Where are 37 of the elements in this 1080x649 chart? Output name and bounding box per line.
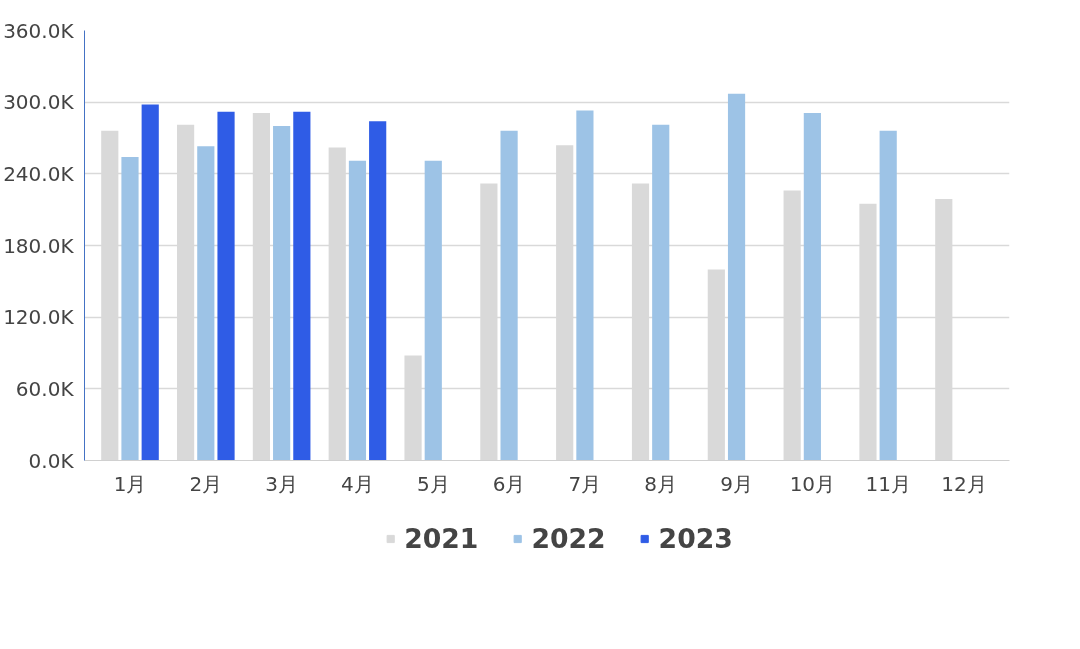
- y-tick-label: 60.0K: [15, 376, 75, 401]
- bar: [369, 121, 387, 461]
- bar: [803, 112, 821, 461]
- x-tick-label: 3月: [265, 471, 298, 496]
- bar: [348, 160, 367, 461]
- bar: [727, 93, 746, 461]
- y-tick-label: 0.0K: [28, 448, 75, 473]
- legend-label: 2023: [658, 522, 733, 554]
- bar: [879, 130, 897, 461]
- bar: [293, 111, 311, 461]
- legend-label: 2021: [404, 522, 479, 554]
- x-tick-label: 6月: [492, 471, 526, 496]
- bar: [424, 160, 442, 461]
- x-tick-label: 4月: [341, 471, 374, 496]
- bar: [652, 124, 670, 461]
- bar: [217, 111, 235, 461]
- x-tick-label: 1月: [113, 471, 147, 496]
- x-tick-label: 5月: [416, 471, 450, 496]
- x-tick-label: 9月: [720, 471, 753, 496]
- x-tick-label: 12月: [941, 471, 987, 496]
- y-tick-label: 300.0K: [3, 90, 75, 115]
- y-tick-label: 180.0K: [3, 233, 75, 258]
- x-tick-label: 11月: [865, 471, 911, 496]
- x-tick-label: 7月: [568, 471, 602, 496]
- bar: [576, 110, 594, 461]
- bar: [273, 126, 291, 461]
- bar: [141, 104, 159, 461]
- bar: [121, 157, 139, 461]
- legend-label: 2022: [531, 522, 606, 554]
- bar: [500, 130, 518, 461]
- bar: [197, 146, 215, 461]
- y-tick-label: 240.0K: [3, 161, 75, 186]
- y-tick-label: 360.0K: [3, 18, 75, 43]
- x-tick-label: 2月: [189, 471, 223, 496]
- x-tick-label: 8月: [644, 471, 678, 496]
- y-tick-label: 120.0K: [3, 305, 75, 330]
- x-tick-label: 10月: [789, 471, 836, 496]
